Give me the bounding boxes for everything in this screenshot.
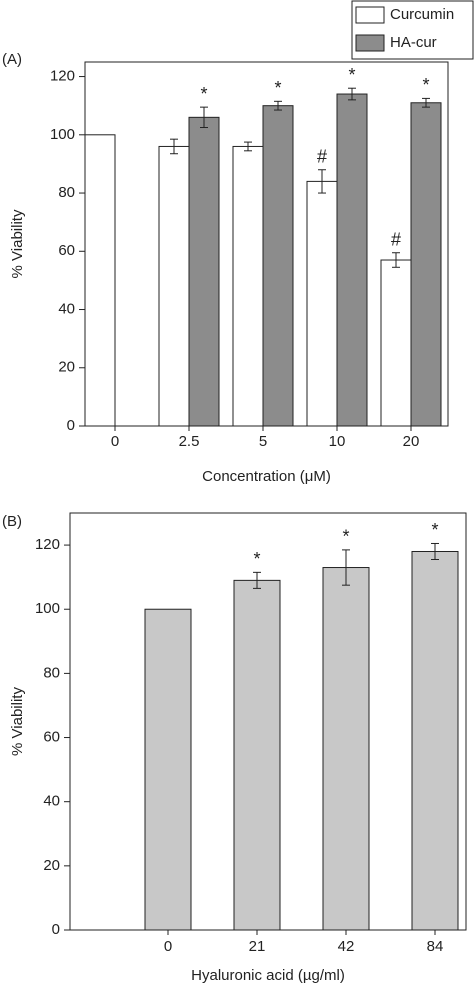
y-tick-label: 60 [43, 729, 60, 746]
x-tick-label: 0 [111, 433, 119, 450]
y-tick-label: 40 [43, 793, 60, 810]
x-tick-label: 21 [249, 938, 266, 955]
bar [322, 567, 370, 931]
y-tick-label: 0 [52, 921, 60, 938]
plot-frame [69, 512, 467, 931]
y-tick-label: 20 [58, 359, 75, 376]
legend-label: Curcumin [390, 6, 454, 23]
y-tick-label: 60 [58, 242, 75, 259]
panel-label: (A) [2, 51, 22, 68]
legend-label: HA-cur [390, 34, 437, 51]
significance-marker: * [348, 65, 355, 85]
legend-swatch [355, 34, 385, 52]
x-tick-label: 5 [259, 433, 267, 450]
significance-marker: * [342, 527, 349, 547]
legend-swatch [355, 6, 385, 24]
y-tick-label: 20 [43, 857, 60, 874]
x-tick-label: 10 [329, 433, 346, 450]
bar [336, 93, 368, 427]
panel-label: (B) [2, 513, 22, 530]
bar [144, 608, 192, 931]
y-axis-label: % Viability [9, 209, 26, 278]
x-tick-label: 42 [338, 938, 355, 955]
bar [306, 180, 338, 427]
bar [233, 579, 281, 931]
bar [84, 134, 116, 427]
bar [410, 102, 442, 427]
x-tick-label: 84 [427, 938, 444, 955]
significance-marker: # [317, 146, 327, 166]
significance-marker: * [253, 549, 260, 569]
y-axis-label: % Viability [9, 687, 26, 756]
bar [262, 105, 294, 427]
significance-marker: * [431, 520, 438, 540]
y-tick-label: 100 [35, 600, 60, 617]
y-tick-label: 40 [58, 300, 75, 317]
bar [411, 550, 459, 931]
bar [380, 259, 412, 427]
x-tick-label: 2.5 [179, 433, 200, 450]
significance-marker: * [274, 78, 281, 98]
bar [158, 145, 190, 427]
x-axis-label: Concentration (μM) [202, 468, 331, 485]
x-axis-label: Hyaluronic acid (µg/ml) [191, 967, 345, 984]
y-tick-label: 100 [50, 126, 75, 143]
y-tick-label: 120 [35, 536, 60, 553]
y-tick-label: 120 [50, 68, 75, 85]
significance-marker: * [422, 75, 429, 95]
significance-marker: * [200, 84, 207, 104]
y-tick-label: 0 [67, 417, 75, 434]
plot-frame [84, 61, 449, 427]
significance-marker: # [391, 229, 401, 249]
x-tick-label: 0 [164, 938, 172, 955]
bar [188, 116, 220, 427]
y-tick-label: 80 [43, 664, 60, 681]
y-tick-label: 80 [58, 184, 75, 201]
x-tick-label: 20 [403, 433, 420, 450]
bar [232, 145, 264, 427]
